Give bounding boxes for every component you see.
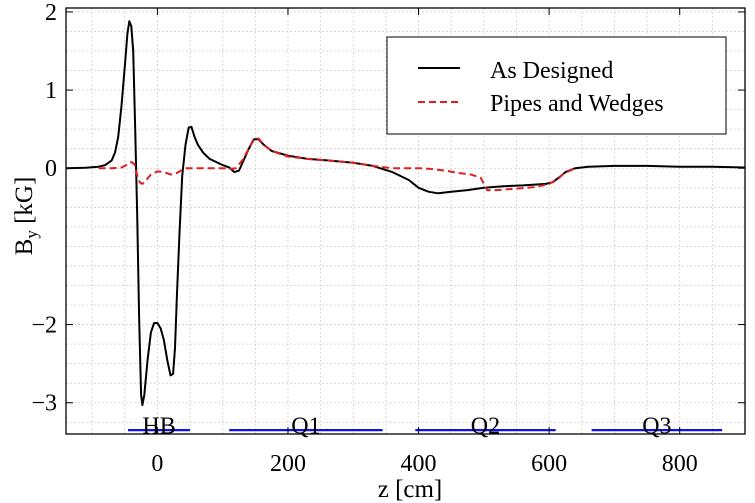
y-axis-label: By [kG] xyxy=(11,177,41,256)
legend-box xyxy=(386,36,727,135)
x-tick-label: 800 xyxy=(662,451,698,477)
x-tick-label: 400 xyxy=(401,451,437,477)
plot-frame xyxy=(65,7,746,435)
y-axis-label-subscript: y xyxy=(22,230,41,239)
y-axis-label-unit: [kG] xyxy=(11,177,38,230)
series-line-pipes-and-wedges xyxy=(98,137,576,192)
magnet-label-q3: Q3 xyxy=(642,413,671,439)
legend-label-as-designed: As Designed xyxy=(490,58,613,84)
x-axis-label: z [cm] xyxy=(378,476,443,503)
legend-label-pipes-and-wedges: Pipes and Wedges xyxy=(490,91,664,117)
y-tick-label: −2 xyxy=(31,313,57,339)
y-axis-label-main: B xyxy=(11,239,38,256)
data-series xyxy=(65,20,746,407)
series-line-as-designed xyxy=(65,20,746,407)
magnet-label-hb: HB xyxy=(142,413,175,439)
axis-ticks: 0 200 400 600 800 2 1 0 −2 −3 xyxy=(31,0,745,477)
y-tick-label: 2 xyxy=(45,0,57,26)
x-tick-label: 600 xyxy=(531,451,567,477)
legend: As Designed Pipes and Wedges xyxy=(386,36,727,135)
y-tick-label: 0 xyxy=(45,156,57,182)
magnet-label-q1: Q1 xyxy=(291,413,320,439)
magnet-label-q2: Q2 xyxy=(471,413,500,439)
x-tick-label: 200 xyxy=(270,451,306,477)
magnet-markers: HB Q1 Q2 Q3 xyxy=(128,413,723,439)
y-tick-label: 1 xyxy=(45,78,57,104)
x-tick-label: 0 xyxy=(151,451,163,477)
y-tick-label: −3 xyxy=(31,391,57,417)
